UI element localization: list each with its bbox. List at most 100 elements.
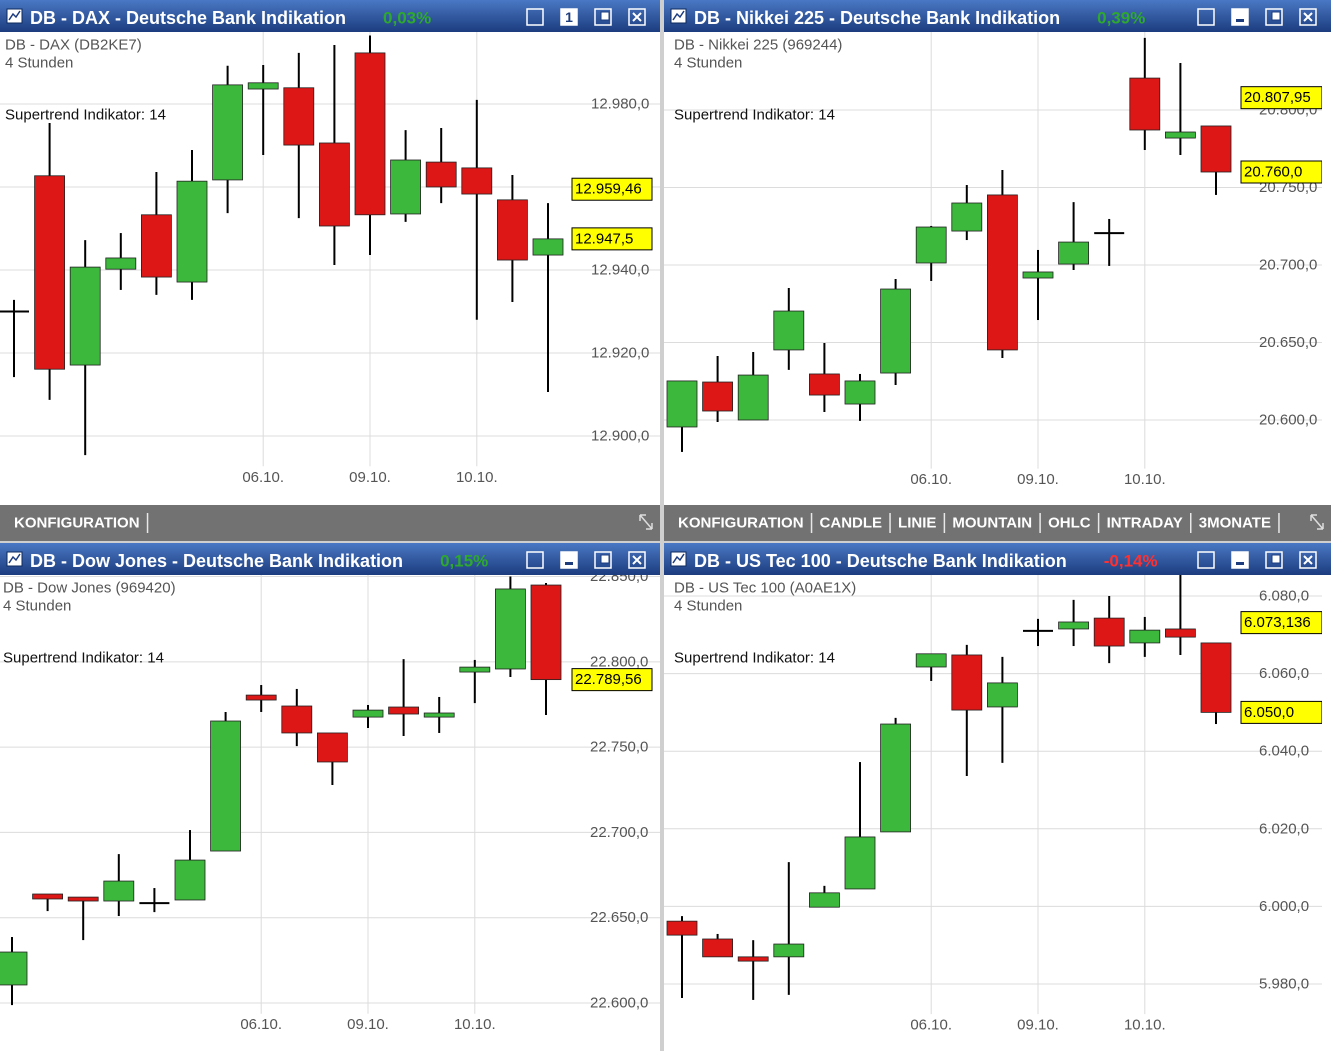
y-tick-label: 22.700,0 bbox=[590, 824, 648, 841]
plot: 12.900,012.920,012.940,012.960,012.980,0… bbox=[0, 32, 660, 486]
price-label: 20.807,95 bbox=[1244, 89, 1311, 106]
candle-body bbox=[461, 167, 493, 195]
y-tick-label: 6.060,0 bbox=[1259, 665, 1309, 682]
maximize-button[interactable] bbox=[1265, 8, 1283, 26]
y-tick-label: 6.040,0 bbox=[1259, 743, 1309, 760]
minimize-glyph bbox=[565, 562, 573, 565]
plot: 5.980,0 6.000,0 6.020,0 6.040,0 6.060,0 6.080… bbox=[664, 575, 1322, 1034]
x-tick-label: 06.10. bbox=[242, 469, 284, 486]
x-tick-label: 06.10. bbox=[910, 1017, 952, 1034]
toolbar-button[interactable]: KONFIGURATION bbox=[14, 515, 140, 532]
toolbar-button[interactable]: OHLC bbox=[1048, 515, 1091, 532]
close-glyph bbox=[632, 555, 642, 565]
change: 0,03% bbox=[383, 9, 431, 28]
candle-body bbox=[1129, 77, 1161, 131]
close-glyph bbox=[1303, 12, 1313, 22]
x-tick-label: 06.10. bbox=[910, 471, 952, 488]
toolbar-button[interactable]: KONFIGURATION bbox=[678, 515, 804, 532]
indicator-name: Supertrend Indikator: 14 bbox=[674, 107, 835, 124]
price-label: 20.760,0 bbox=[1244, 164, 1302, 181]
close-glyph bbox=[632, 12, 642, 22]
interval: 4 Stunden bbox=[674, 55, 742, 72]
candle-body bbox=[880, 723, 911, 833]
toolbar-button[interactable]: INTRADAY bbox=[1107, 515, 1183, 532]
y-tick-label: 20.600,0 bbox=[1259, 412, 1317, 429]
candle-body bbox=[212, 84, 244, 181]
candle-body bbox=[390, 159, 422, 215]
panel-title: DB - US Tec 100 - Deutsche Bank Indikati… bbox=[694, 551, 1067, 571]
interval: 4 Stunden bbox=[674, 598, 742, 615]
candle-body bbox=[281, 705, 313, 734]
window-button[interactable] bbox=[526, 8, 544, 26]
maximize-glyph bbox=[1271, 554, 1281, 564]
instrument: DB - DAX (DB2KE7) bbox=[5, 37, 142, 54]
y-tick-label: 6.080,0 bbox=[1259, 587, 1309, 604]
candle-body bbox=[773, 310, 805, 351]
y-tick-label: 22.650,0 bbox=[590, 909, 648, 926]
minimize-button[interactable] bbox=[560, 8, 578, 26]
candle-body bbox=[880, 288, 911, 374]
candle-body bbox=[915, 653, 947, 668]
minimize-button[interactable] bbox=[1231, 8, 1249, 26]
candle-body bbox=[494, 588, 526, 670]
header-bar bbox=[664, 0, 1331, 32]
y-tick-label: 20.700,0 bbox=[1259, 257, 1317, 274]
candle-body bbox=[318, 142, 350, 227]
y-tick-label: 6.020,0 bbox=[1259, 820, 1309, 837]
interval: 4 Stunden bbox=[3, 598, 71, 615]
window-button[interactable] bbox=[1197, 8, 1215, 26]
window-badge: 1 bbox=[565, 9, 573, 25]
x-tick-label: 10.10. bbox=[456, 469, 498, 486]
header-icon-line bbox=[672, 10, 685, 21]
price-label-box bbox=[571, 177, 653, 201]
maximize-button[interactable] bbox=[594, 8, 612, 26]
x-tick-label: 06.10. bbox=[240, 1016, 282, 1033]
candle-body bbox=[245, 694, 277, 701]
y-tick-label: 12.980,0 bbox=[591, 95, 649, 112]
maximize-button[interactable] bbox=[594, 551, 612, 569]
close-button[interactable] bbox=[1299, 551, 1317, 569]
candle-body bbox=[1058, 621, 1089, 630]
candle-body bbox=[666, 920, 698, 936]
candle-body bbox=[140, 214, 172, 278]
y-tick-label: 22.600,0 bbox=[590, 995, 648, 1012]
maximize-glyph bbox=[1271, 11, 1281, 21]
candle-body bbox=[174, 859, 206, 901]
toolbar-button[interactable]: MOUNTAIN bbox=[952, 515, 1032, 532]
close-button[interactable] bbox=[1299, 8, 1317, 26]
candle-body bbox=[1165, 628, 1196, 638]
toolbar-button[interactable]: 3MONATE bbox=[1199, 515, 1271, 532]
candle-body bbox=[773, 943, 805, 958]
y-tick-label: 6.000,0 bbox=[1259, 898, 1309, 915]
plot: 22.600,0 22.650,0 22.700,0 22.750,0 22.800,0… bbox=[0, 575, 660, 1033]
window-button[interactable] bbox=[526, 551, 544, 569]
candle-body bbox=[844, 836, 876, 890]
close-button[interactable] bbox=[628, 551, 646, 569]
candle-body bbox=[737, 374, 769, 421]
close-button[interactable] bbox=[628, 8, 646, 26]
candle-body bbox=[844, 380, 876, 405]
candle-body bbox=[283, 87, 315, 146]
window-button[interactable] bbox=[1197, 551, 1215, 569]
change: 0,39% bbox=[1097, 9, 1145, 28]
candle-body bbox=[423, 712, 455, 718]
x-tick-label: 10.10. bbox=[1124, 471, 1166, 488]
minimize-button[interactable] bbox=[560, 551, 578, 569]
y-tick-label: 12.900,0 bbox=[591, 428, 649, 445]
candle-body bbox=[67, 896, 99, 902]
resize-icon bbox=[1310, 514, 1324, 530]
candle-body bbox=[105, 257, 137, 270]
y-tick-label: 12.920,0 bbox=[591, 345, 649, 362]
candle-body bbox=[0, 951, 28, 986]
toolbar-button[interactable]: LINIE bbox=[898, 515, 936, 532]
close-glyph bbox=[1303, 555, 1313, 565]
maximize-button[interactable] bbox=[1265, 551, 1283, 569]
candle-body bbox=[1200, 642, 1232, 713]
price-label: 12.959,46 bbox=[575, 181, 642, 198]
candle-body bbox=[915, 226, 947, 264]
candle-body bbox=[176, 180, 208, 283]
minimize-glyph bbox=[1236, 19, 1244, 22]
toolbar-button[interactable]: CANDLE bbox=[820, 515, 883, 532]
minimize-button[interactable] bbox=[1231, 551, 1249, 569]
